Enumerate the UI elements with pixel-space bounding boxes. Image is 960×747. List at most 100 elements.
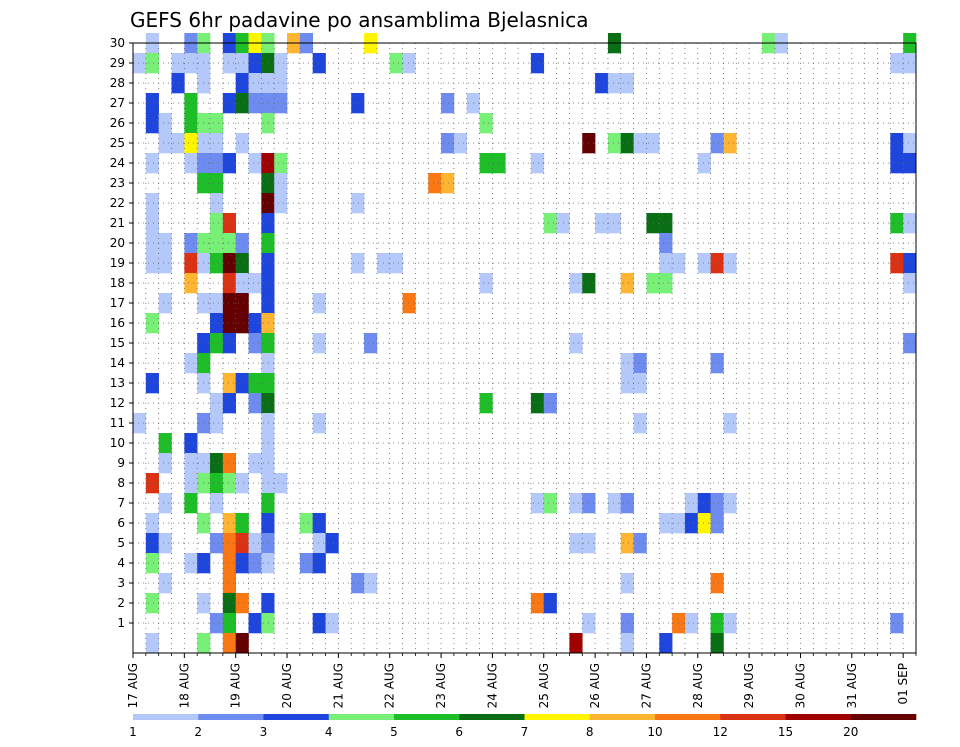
heatmap-cell	[248, 93, 262, 114]
heatmap-cell	[530, 153, 545, 174]
heatmap-cell	[261, 233, 275, 254]
x-tick-label: 23 AUG	[434, 663, 448, 708]
heatmap-cell	[274, 173, 288, 194]
heatmap-cell	[903, 53, 917, 74]
heatmap-cell	[312, 533, 326, 554]
heatmap-cell	[235, 473, 249, 494]
heatmap-cell	[351, 93, 365, 114]
heatmap-cell	[620, 533, 634, 554]
heatmap-cell	[659, 513, 673, 534]
x-tick-label: 22 AUG	[383, 663, 397, 708]
heatmap-cell	[235, 273, 249, 294]
colorbar-label: 4	[325, 725, 333, 739]
heatmap-cell	[210, 133, 224, 154]
heatmap-cell	[158, 113, 172, 134]
colorbar-label: 1	[129, 725, 137, 739]
heatmap-cell	[274, 153, 288, 174]
y-tick-label: 25	[110, 136, 125, 150]
y-tick-label: 21	[110, 216, 125, 230]
heatmap-cell	[479, 273, 493, 294]
heatmap-cell	[569, 533, 583, 554]
heatmap-cell	[210, 493, 224, 514]
heatmap-cell	[222, 573, 236, 594]
heatmap-cell	[890, 153, 904, 174]
heatmap-cell	[441, 173, 455, 194]
x-tick-label: 30 AUG	[793, 663, 807, 708]
x-tick-label: 31 AUG	[845, 663, 859, 708]
y-tick-label: 8	[117, 476, 125, 490]
heatmap-cell	[222, 513, 236, 534]
heatmap-cell	[569, 493, 583, 514]
heatmap-cell	[710, 133, 724, 154]
heatmap-cell	[312, 553, 326, 574]
heatmap-cell	[248, 533, 262, 554]
colorbar-label: 2	[194, 725, 202, 739]
y-tick-label: 14	[110, 356, 125, 370]
y-tick-label: 3	[117, 576, 125, 590]
heatmap-cell	[235, 253, 249, 274]
colorbar-swatch	[459, 714, 525, 720]
y-tick-label: 22	[110, 196, 125, 210]
colorbar-swatch	[785, 714, 852, 720]
heatmap-cell	[697, 493, 711, 514]
colorbar-swatch	[720, 714, 786, 720]
y-tick-label: 29	[110, 56, 125, 70]
heatmap-cell	[299, 553, 314, 574]
heatmap-cell	[235, 73, 249, 94]
heatmap-cell	[222, 533, 236, 554]
heatmap-cell	[145, 193, 159, 214]
heatmap-cell	[389, 53, 403, 74]
heatmap-cell	[248, 373, 262, 394]
heatmap-cell	[261, 193, 275, 214]
heatmap-cell	[222, 393, 236, 414]
heatmap-cell	[222, 633, 236, 654]
y-tick-label: 17	[110, 296, 125, 310]
heatmap-cell	[248, 273, 262, 294]
heatmap-cell	[145, 213, 159, 234]
heatmap-cell	[633, 533, 647, 554]
y-axis-ticks: 1234567891011121314151617181920212223242…	[110, 36, 133, 630]
heatmap-cell	[607, 73, 622, 94]
heatmap-cell	[710, 493, 724, 514]
heatmap-cell	[261, 533, 275, 554]
heatmap-cell	[261, 293, 275, 314]
heatmap-cell	[261, 493, 275, 514]
heatmap-cell	[620, 493, 634, 514]
heatmap-cell	[158, 293, 172, 314]
heatmap-cell	[903, 153, 917, 174]
heatmap-cell	[530, 493, 545, 514]
heatmap-cell	[222, 273, 236, 294]
heatmap-cell	[184, 433, 198, 454]
heatmap-cell	[274, 193, 288, 214]
heatmap-cell	[530, 53, 545, 74]
colorbar-label: 15	[778, 725, 793, 739]
colorbar: 1 2 3 4 5 6 7 8 10 12 15 20	[129, 714, 917, 739]
heatmap-cell	[248, 453, 262, 474]
heatmap-cell	[210, 213, 224, 234]
heatmap-cell	[222, 253, 236, 274]
heatmap-cell	[222, 553, 236, 574]
heatmap-cell	[184, 133, 198, 154]
heatmap-cell	[402, 293, 416, 314]
heatmap-cell	[890, 213, 904, 234]
heatmap-cell	[697, 253, 711, 274]
heatmap-cell	[312, 293, 326, 314]
heatmap-cell	[222, 613, 236, 634]
y-tick-label: 19	[110, 256, 125, 270]
heatmap-cell	[261, 453, 275, 474]
heatmap-cell	[274, 73, 288, 94]
colorbar-label: 10	[647, 725, 662, 739]
heatmap-cell	[569, 633, 583, 654]
colorbar-swatch	[589, 714, 656, 720]
heatmap-cell	[158, 253, 172, 274]
heatmap-cell	[158, 433, 172, 454]
heatmap-cell	[543, 593, 557, 614]
heatmap-cell	[402, 53, 416, 74]
heatmap-cell	[133, 413, 147, 434]
y-tick-label: 2	[117, 596, 125, 610]
heatmap-cell	[710, 353, 724, 374]
heatmap-cell	[235, 133, 249, 154]
heatmap-cell	[903, 213, 917, 234]
heatmap-cell	[210, 413, 224, 434]
heatmap-cell	[235, 593, 249, 614]
